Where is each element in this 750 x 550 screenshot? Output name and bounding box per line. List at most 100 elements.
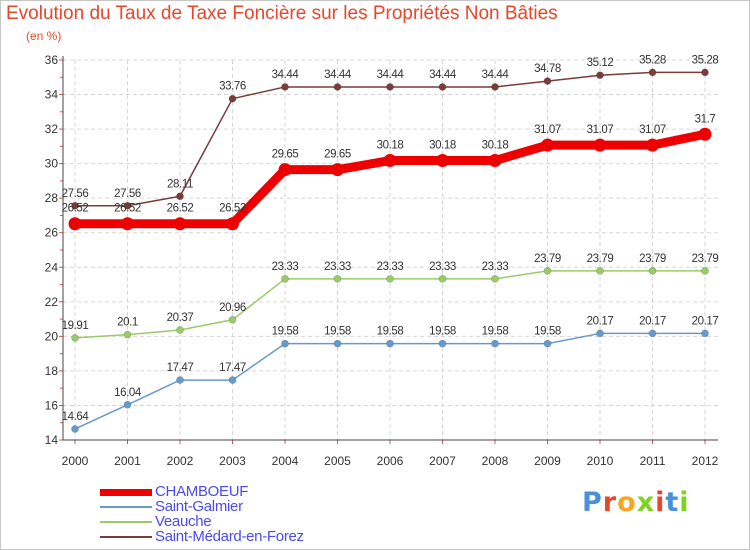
data-point [543,339,552,348]
data-point [646,138,659,152]
grid-layer [63,59,718,441]
data-point [176,326,184,334]
data-label: 27.56 [62,188,89,200]
y-tick-label: 26 [45,226,59,240]
data-label: 23.79 [587,253,614,265]
data-label: 17.47 [167,362,194,374]
x-tick-label: 2011 [640,454,666,468]
x-tick-label: 2003 [219,454,246,468]
x-tick-label: 2010 [587,454,614,468]
data-point [491,339,499,348]
data-point [541,138,554,152]
data-label: 20.17 [639,315,666,327]
data-label: 19.58 [429,326,456,338]
y-tick-label: 28 [45,191,59,205]
logo-letter: i [679,487,690,518]
data-label: 23.79 [639,253,666,265]
data-label: 23.33 [482,261,509,273]
data-point [173,217,187,231]
data-point [228,376,237,384]
y-tick-label: 32 [45,122,59,136]
proxiti-logo: Proxiti [582,487,690,518]
legend-swatch [100,536,152,538]
data-label: 31.07 [587,124,614,136]
legend-label: CHAMBOEUF [155,483,249,500]
data-label: 26.52 [219,203,246,215]
logo-letter: i [655,487,666,518]
data-label: 23.33 [324,261,351,273]
series-layer [68,68,712,433]
data-point [596,329,604,338]
data-label: 34.44 [429,69,457,81]
data-label: 23.79 [692,253,719,265]
x-tick-label: 2002 [167,454,194,468]
data-point [698,127,712,141]
data-label: 20.37 [167,312,194,324]
x-tick-label: 2000 [62,454,89,468]
data-label: 34.44 [324,69,352,81]
data-label: 29.65 [324,149,351,161]
y-tick-label: 22 [45,295,59,309]
legend-swatch [100,506,152,508]
data-label: 16.04 [114,387,142,399]
data-point [593,138,607,152]
data-point [701,68,709,77]
data-point [331,163,344,177]
y-axis-unit: (en %) [26,29,62,43]
chart-title: Evolution du Taux de Taxe Foncière sur l… [6,3,558,24]
data-label: 26.52 [167,203,194,215]
data-label: 34.78 [534,63,561,75]
data-label: 19.58 [482,326,509,338]
data-point [491,275,499,283]
data-point [281,275,289,283]
data-point [71,201,79,210]
data-label: 19.58 [324,326,351,338]
data-label: 31.07 [534,124,561,136]
logo-letter: r [602,487,618,518]
data-label: 31.7 [695,113,716,125]
data-point [701,267,709,275]
data-point [648,68,657,77]
logo-letter: P [582,487,603,518]
data-label: 27.56 [114,188,141,200]
y-tick-label: 18 [45,364,59,378]
data-point [386,275,394,283]
data-label: 23.33 [429,261,456,273]
data-label: 14.64 [62,411,90,423]
x-tick-label: 2012 [692,454,719,468]
data-label: 33.76 [219,81,246,93]
data-label: 35.28 [692,54,719,66]
data-point [543,77,552,85]
legend-swatch [100,521,152,523]
data-label: 23.79 [534,253,561,265]
data-point [596,71,604,79]
data-label: 34.44 [482,69,510,81]
data-point [701,329,709,338]
data-point [648,329,657,338]
y-tick-label: 36 [45,53,59,67]
data-label: 20.17 [587,315,614,327]
data-label: 19.91 [62,320,89,332]
data-label: 28.11 [167,178,193,190]
x-tick-label: 2009 [534,454,561,468]
data-point [281,83,289,91]
data-point [383,154,397,168]
x-tick-label: 2008 [482,454,509,468]
data-point [488,154,502,168]
data-label: 20.96 [219,302,246,314]
y-tick-label: 34 [45,88,59,102]
data-point [648,267,657,275]
data-point [121,217,134,231]
data-point [333,275,342,283]
data-point [386,83,394,91]
logo-letter: t [665,487,680,518]
data-point [71,425,79,433]
label-layer: 26.52 26.52 26.52 26.52 29.65 29.65 30.18 30.18… [62,54,719,423]
data-label: 30.18 [482,140,509,152]
data-point [71,334,79,342]
data-point [228,315,237,324]
x-tick-label: 2005 [324,454,351,468]
legend-label: Veauche [155,513,212,530]
